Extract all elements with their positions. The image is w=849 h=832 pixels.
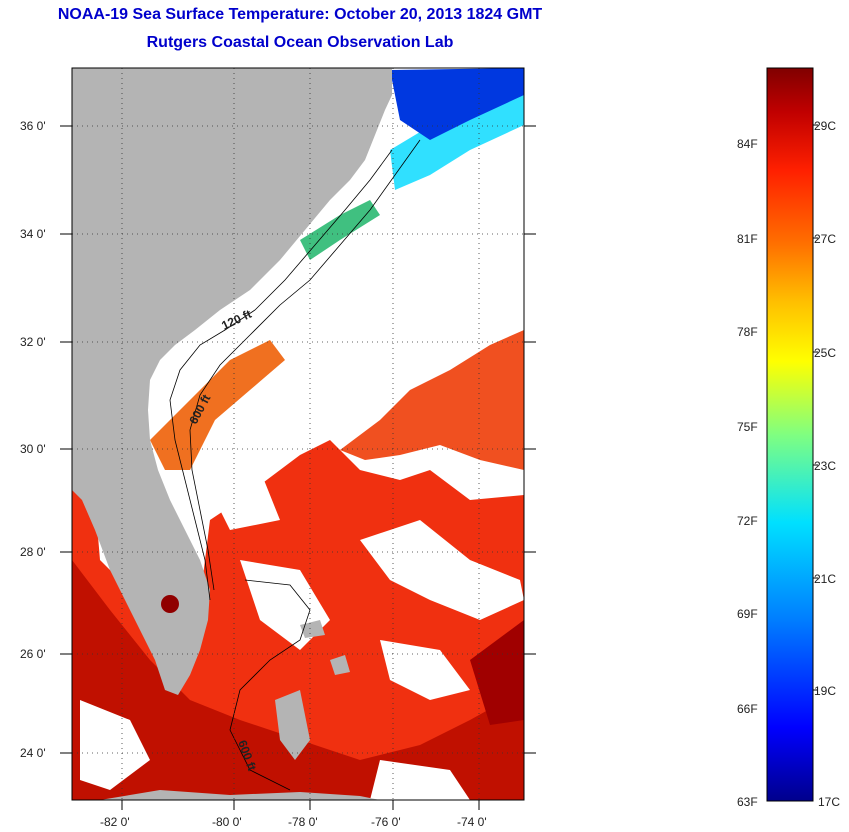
bahamas-islands: [275, 620, 350, 760]
contour-bahamas: [229, 579, 311, 791]
contour-120ft: [169, 149, 393, 601]
color-scale-ticks: [813, 124, 818, 691]
celsius-label: 23C: [814, 459, 836, 473]
lat-label: 36 0': [20, 119, 46, 133]
lat-label: 28 0': [20, 545, 46, 559]
lat-label: 32 0': [20, 335, 46, 349]
map-title: NOAA-19 Sea Surface Temperature: October…: [57, 6, 543, 23]
fahrenheit-label: 69F: [737, 607, 758, 621]
lon-label: -74 0': [457, 815, 487, 829]
axis-ticks: [60, 125, 536, 810]
celsius-label: 27C: [814, 232, 836, 246]
celsius-label: 25C: [814, 346, 836, 360]
latitude-labels: 36 0' 34 0' 32 0' 30 0' 28 0' 26 0' 24 0…: [20, 119, 46, 760]
hot-water-field: [72, 560, 524, 800]
lon-label: -82 0': [100, 815, 130, 829]
shelf-water-field: [150, 340, 285, 470]
map-subtitle: Rutgers Coastal Ocean Observation Lab: [146, 34, 454, 51]
grid-lines: [72, 68, 524, 800]
lake-okeechobee: [161, 595, 179, 613]
fahrenheit-label: 75F: [737, 420, 758, 434]
coastal-mixed-field: [300, 200, 380, 260]
map-frame: [71, 67, 525, 801]
fahrenheit-label: 66F: [737, 702, 758, 716]
hot-water-east-field: [470, 620, 524, 725]
celsius-labels: 29C 27C 25C 23C 21C 19C 17C: [814, 119, 840, 809]
longitude-labels: -82 0' -80 0' -78 0' -76 0' -74 0': [100, 815, 487, 829]
cuba: [100, 790, 380, 800]
lon-label: -78 0': [288, 815, 318, 829]
lat-label: 30 0': [20, 442, 46, 456]
fahrenheit-label: 63F: [737, 795, 758, 809]
land-mass: [72, 68, 392, 695]
lat-label: 24 0': [20, 746, 46, 760]
warm-water-north-field: [340, 330, 524, 470]
lat-label: 34 0': [20, 227, 46, 241]
celsius-label: 29C: [814, 119, 836, 133]
fahrenheit-label: 81F: [737, 232, 758, 246]
fahrenheit-labels: 84F 81F 78F 75F 72F 69F 66F 63F: [737, 137, 758, 809]
lat-label: 26 0': [20, 647, 46, 661]
fahrenheit-label: 84F: [737, 137, 758, 151]
celsius-label: 19C: [814, 684, 836, 698]
cool-water-field: [390, 90, 524, 190]
color-scale-bar: [766, 67, 814, 802]
lon-label: -76 0': [371, 815, 401, 829]
celsius-label: 21C: [814, 572, 836, 586]
cold-water-field: [390, 68, 524, 140]
contour-600ft: [189, 139, 421, 591]
celsius-label: 17C: [818, 795, 840, 809]
lon-label: -80 0': [212, 815, 242, 829]
fahrenheit-label: 78F: [737, 325, 758, 339]
fahrenheit-label: 72F: [737, 514, 758, 528]
